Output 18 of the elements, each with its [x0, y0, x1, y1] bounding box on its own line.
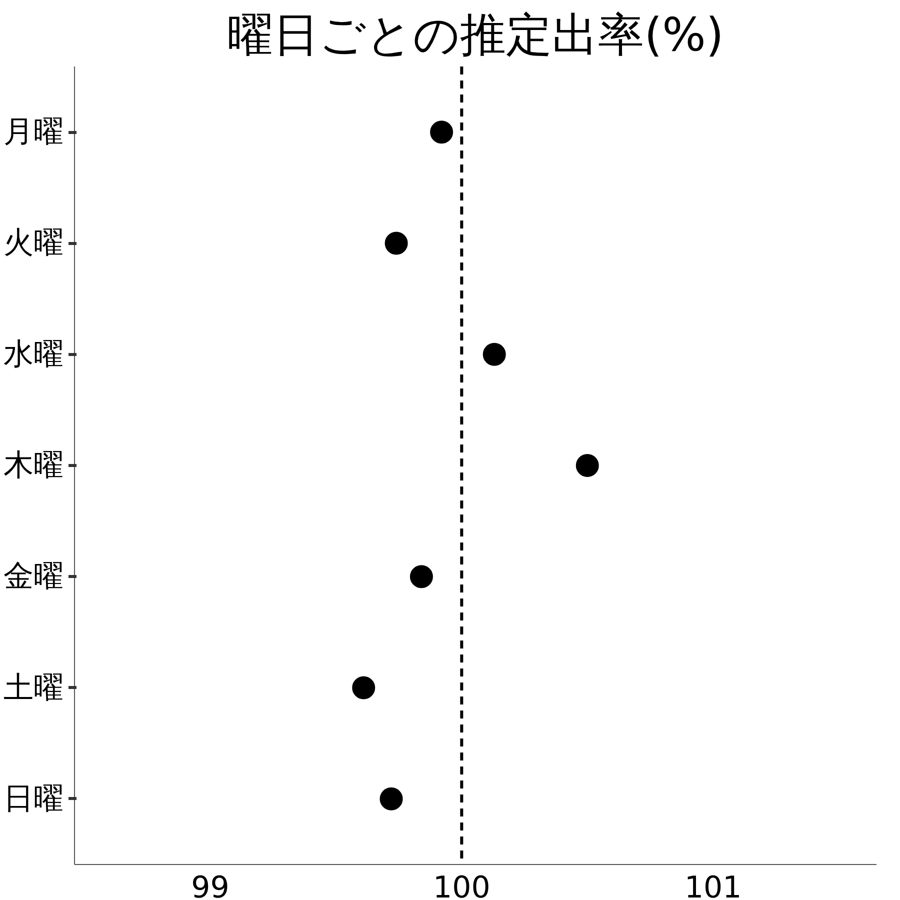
point [482, 342, 506, 366]
point [380, 787, 403, 810]
y-tick-label: 金曜 [4, 559, 64, 594]
y-tick-label: 月曜 [4, 114, 64, 150]
x-tick-label: 99 [191, 870, 230, 900]
chart-title: 曜日ごとの推定出率(%) [227, 8, 724, 62]
y-tick-label: 日曜 [4, 781, 64, 816]
y-tick-label: 土曜 [4, 670, 64, 706]
point [384, 232, 408, 255]
point [352, 676, 376, 700]
y-tick-label: 水曜 [4, 336, 64, 372]
point [410, 565, 433, 588]
y-tick-label: 火曜 [4, 226, 64, 261]
y-tick-label: 木曜 [4, 448, 64, 483]
x-tick-label: 101 [684, 870, 742, 900]
point [576, 454, 599, 477]
point [430, 120, 454, 144]
x-tick-label: 100 [433, 870, 490, 900]
